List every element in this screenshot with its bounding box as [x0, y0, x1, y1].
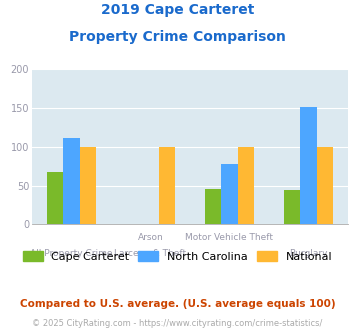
Text: Property Crime Comparison: Property Crime Comparison: [69, 30, 286, 44]
Bar: [47, 172, 63, 224]
Text: Larceny & Theft: Larceny & Theft: [114, 249, 186, 258]
Bar: [204, 189, 221, 224]
Bar: [80, 147, 96, 224]
Bar: [317, 147, 333, 224]
Bar: [159, 147, 175, 224]
Bar: [221, 164, 238, 224]
Bar: [238, 147, 254, 224]
Bar: [284, 190, 300, 224]
Text: Motor Vehicle Theft: Motor Vehicle Theft: [185, 233, 273, 242]
Text: © 2025 CityRating.com - https://www.cityrating.com/crime-statistics/: © 2025 CityRating.com - https://www.city…: [32, 319, 323, 328]
Text: 2019 Cape Carteret: 2019 Cape Carteret: [101, 3, 254, 17]
Legend: Cape Carteret, North Carolina, National: Cape Carteret, North Carolina, National: [18, 247, 337, 267]
Bar: [300, 107, 317, 224]
Text: Compared to U.S. average. (U.S. average equals 100): Compared to U.S. average. (U.S. average …: [20, 299, 335, 309]
Text: Arson: Arson: [137, 233, 163, 242]
Bar: [63, 138, 80, 224]
Text: All Property Crime: All Property Crime: [30, 249, 113, 258]
Text: Burglary: Burglary: [289, 249, 328, 258]
